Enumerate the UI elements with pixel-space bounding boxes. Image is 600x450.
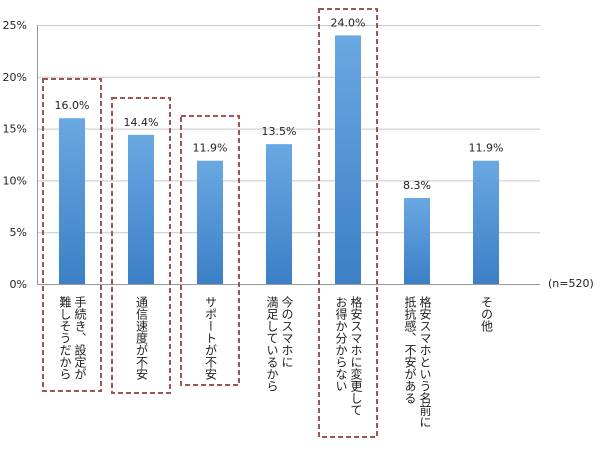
data-label: 11.9% xyxy=(469,142,504,155)
data-label: 8.3% xyxy=(403,179,431,192)
highlight-box xyxy=(111,97,171,394)
bar xyxy=(59,118,85,285)
data-label: 14.4% xyxy=(124,116,159,129)
y-tick-label: 10% xyxy=(3,174,27,187)
x-tick-label: 手続き、設定が 難しそうだから xyxy=(58,296,87,380)
highlight-box xyxy=(180,115,240,386)
bar xyxy=(266,144,292,284)
bar xyxy=(335,35,361,284)
data-label: 24.0% xyxy=(331,16,366,29)
x-tick-label: 格安スマホに変更して お得か分からない xyxy=(334,296,363,416)
x-tick-label: 今のスマホに 満足しているから xyxy=(265,296,294,392)
x-tick-label: 格安スマホという名前に 抵抗感、不安がある xyxy=(403,296,432,428)
bar xyxy=(404,198,430,284)
y-tick-label: 5% xyxy=(10,226,27,239)
y-tick-label: 25% xyxy=(3,19,27,32)
y-tick-label: 20% xyxy=(3,71,27,84)
y-tick-label: 15% xyxy=(3,123,27,136)
sample-size-note: (n=520) xyxy=(548,277,594,290)
y-tick-label: 0% xyxy=(10,278,27,291)
bar xyxy=(473,160,499,284)
data-label: 11.9% xyxy=(193,142,228,155)
highlight-box xyxy=(318,8,378,438)
x-tick-label: その他 xyxy=(479,296,494,332)
highlight-box xyxy=(42,78,102,392)
bar xyxy=(197,160,223,284)
x-tick-label: 通信速度が不安 xyxy=(134,296,149,380)
bar xyxy=(128,134,154,284)
data-label: 13.5% xyxy=(262,125,297,138)
data-label: 16.0% xyxy=(55,99,90,112)
x-tick-label: サポートが不安 xyxy=(203,296,218,380)
